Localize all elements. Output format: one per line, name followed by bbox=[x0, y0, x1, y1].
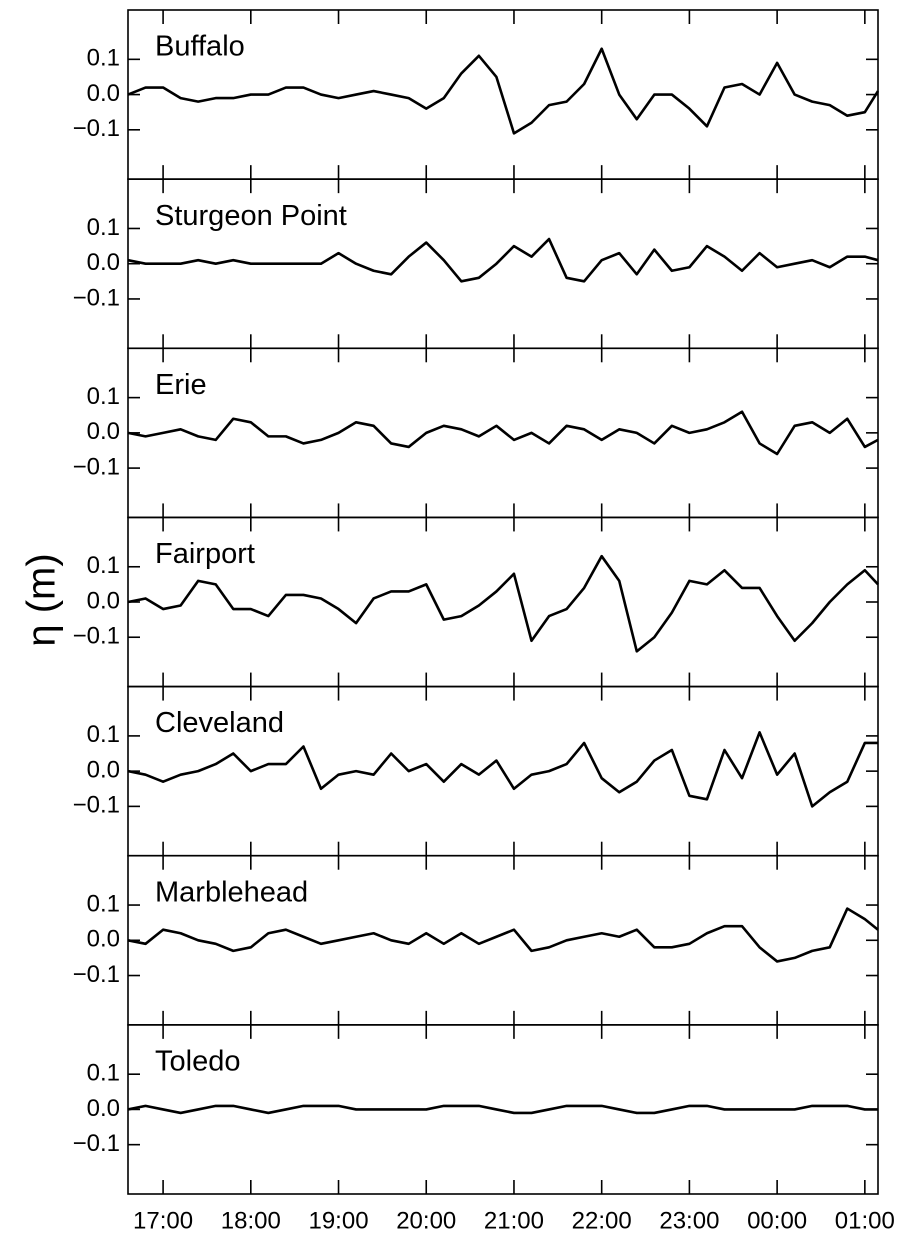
x-tick-label: 23:00 bbox=[659, 1207, 719, 1234]
x-tick-label: 20:00 bbox=[396, 1207, 456, 1234]
panel-title: Sturgeon Point bbox=[155, 200, 347, 232]
y-tick-label: 0.1 bbox=[87, 383, 120, 410]
x-tick-label: 01:00 bbox=[835, 1207, 895, 1234]
panel-title: Buffalo bbox=[155, 31, 245, 63]
x-tick-label: 17:00 bbox=[133, 1207, 193, 1234]
y-tick-label: −0.1 bbox=[73, 792, 120, 819]
y-tick-label: 0.1 bbox=[87, 721, 120, 748]
data-line bbox=[127, 731, 878, 808]
panel-frame bbox=[127, 347, 879, 519]
x-tick-label: 19:00 bbox=[308, 1207, 368, 1234]
y-tick-label: 0.0 bbox=[87, 926, 120, 953]
y-tick-label: 0.0 bbox=[87, 418, 120, 445]
panel-title: Toledo bbox=[155, 1046, 240, 1078]
y-tick-label: −0.1 bbox=[73, 284, 120, 311]
x-tick-label: 00:00 bbox=[747, 1207, 807, 1234]
y-tick-label: 0.0 bbox=[87, 80, 120, 107]
data-line bbox=[127, 47, 880, 135]
y-tick-label: 0.1 bbox=[87, 890, 120, 917]
y-tick-label: −0.1 bbox=[73, 1130, 120, 1157]
y-tick-label: 0.1 bbox=[87, 552, 120, 579]
y-tick-label: 0.0 bbox=[87, 756, 120, 783]
data-line bbox=[127, 907, 879, 963]
x-tick-label: 18:00 bbox=[221, 1207, 281, 1234]
y-tick-label: 0.1 bbox=[87, 214, 120, 241]
panel-title: Cleveland bbox=[155, 707, 284, 739]
data-line bbox=[127, 1104, 878, 1115]
data-line bbox=[127, 237, 879, 283]
y-axis-label: η (m) bbox=[20, 553, 64, 646]
y-tick-label: −0.1 bbox=[73, 115, 120, 142]
data-line bbox=[127, 410, 879, 456]
y-tick-label: −0.1 bbox=[73, 623, 120, 650]
y-tick-label: 0.0 bbox=[87, 1095, 120, 1122]
y-tick-label: 0.1 bbox=[87, 1060, 120, 1087]
y-tick-label: 0.0 bbox=[87, 249, 120, 276]
x-tick-label: 22:00 bbox=[572, 1207, 632, 1234]
y-tick-label: −0.1 bbox=[73, 453, 120, 480]
x-tick-label: 21:00 bbox=[484, 1207, 544, 1234]
panel-title: Erie bbox=[155, 369, 207, 401]
panel-title: Fairport bbox=[155, 538, 255, 570]
y-tick-label: 0.0 bbox=[87, 587, 120, 614]
panel-title: Marblehead bbox=[155, 876, 308, 908]
y-tick-label: −0.1 bbox=[73, 961, 120, 988]
y-tick-label: 0.1 bbox=[87, 45, 120, 72]
data-line bbox=[127, 554, 879, 653]
